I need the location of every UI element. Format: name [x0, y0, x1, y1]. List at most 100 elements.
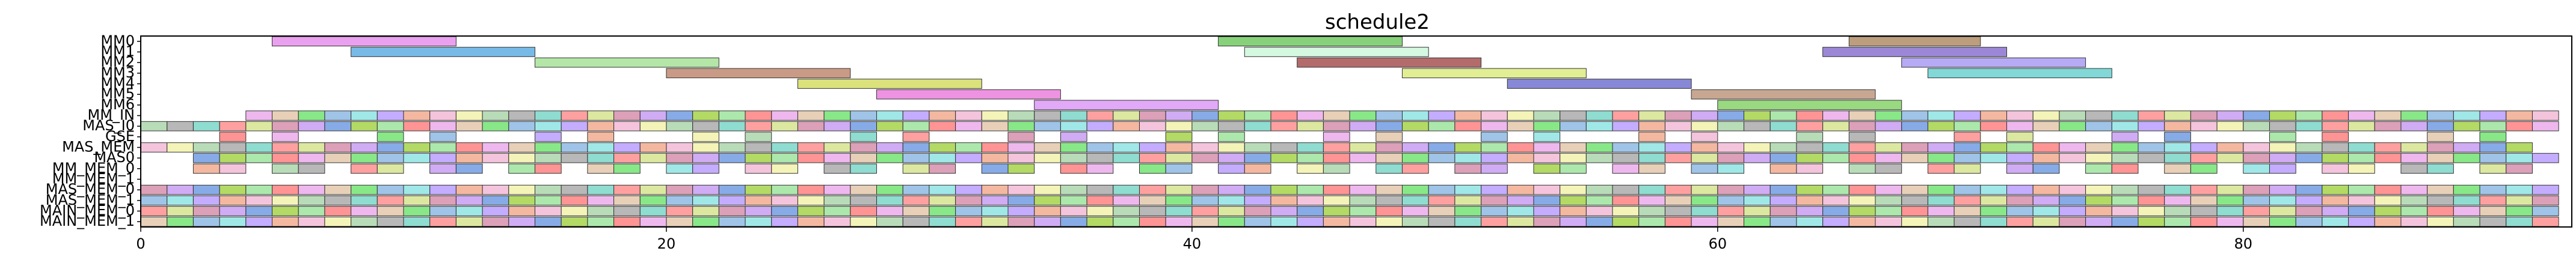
task-bar: [2479, 121, 2507, 132]
task-bar: [2322, 153, 2349, 163]
task-bar: [1796, 153, 1824, 163]
task-bar: [192, 142, 220, 153]
task-bar: [140, 121, 168, 132]
task-bar: [2453, 142, 2480, 153]
task-bar: [508, 163, 535, 174]
task-bar: [981, 216, 1009, 227]
task-bar: [1954, 110, 1981, 121]
task-bar: [2400, 184, 2428, 195]
task-bar: [666, 184, 693, 195]
task-bar: [771, 153, 798, 163]
task-bar: [2269, 184, 2296, 195]
task-bar: [2269, 121, 2296, 132]
task-bar: [1139, 184, 1166, 195]
task-bar: [2400, 121, 2428, 132]
task-bar: [1848, 184, 1876, 195]
task-bar: [140, 142, 168, 153]
task-bar: [2164, 121, 2191, 132]
task-bar: [1218, 216, 1245, 227]
task-bar: [271, 142, 299, 153]
task-bar: [324, 110, 352, 121]
y-tick-label: MM_IN: [88, 107, 135, 124]
task-bar: [745, 195, 772, 206]
task-bar: [1086, 195, 1114, 206]
task-bar: [2085, 195, 2112, 206]
task-bar: [1769, 142, 1797, 153]
task-bar: [1744, 121, 1771, 132]
task-bar: [324, 153, 352, 163]
task-bar: [1796, 184, 1824, 195]
task-bar: [219, 216, 247, 227]
task-bar: [482, 195, 509, 206]
x-tick-label: 80: [2234, 235, 2253, 252]
task-bar: [1481, 195, 1508, 206]
task-bar: [1323, 163, 1350, 174]
task-bar: [1612, 206, 1640, 216]
task-bar: [403, 142, 431, 153]
task-bar: [2374, 153, 2402, 163]
task-bar: [1875, 153, 1902, 163]
x-tick-label: 0: [136, 235, 145, 252]
task-bar: [2138, 121, 2165, 132]
task-bar: [1560, 184, 1587, 195]
task-bar: [1060, 184, 1087, 195]
task-bar: [1297, 184, 1324, 195]
task-bar: [455, 184, 483, 195]
task-bar: [2216, 195, 2244, 206]
task-bar: [1454, 206, 1482, 216]
task-bar: [324, 195, 352, 206]
task-bar: [1796, 163, 1824, 174]
task-bar: [1560, 206, 1587, 216]
task-bar: [666, 153, 693, 163]
task-bar: [745, 163, 772, 174]
task-bar: [876, 110, 903, 121]
task-bar: [1323, 121, 1350, 132]
task-bar: [298, 110, 325, 121]
task-bar: [1086, 110, 1114, 121]
task-bar: [2374, 110, 2402, 121]
task-bar: [1901, 142, 1928, 153]
task-bar: [692, 142, 719, 153]
task-bar: [140, 216, 168, 227]
task-bar: [1218, 195, 1245, 206]
task-bar: [351, 195, 378, 206]
task-bar: [1060, 195, 1087, 206]
task-bar: [1560, 121, 1587, 132]
task-bar: [2243, 121, 2270, 132]
task-bar: [561, 216, 588, 227]
task-bar: [1612, 142, 1640, 153]
task-bar: [455, 163, 483, 174]
y-tick-label: MM3: [100, 64, 135, 81]
axes-frame: [140, 35, 2572, 228]
task-bar: [351, 216, 378, 227]
task-bar: [2006, 184, 2033, 195]
task-bar: [850, 216, 878, 227]
task-bar: [1769, 110, 1797, 121]
task-bar: [771, 195, 798, 206]
task-bar: [2348, 142, 2375, 153]
task-bar: [1086, 153, 1114, 163]
task-bar: [1560, 216, 1587, 227]
task-bar: [587, 132, 615, 142]
task-bar: [1349, 153, 1377, 163]
task-bar: [2059, 206, 2086, 216]
task-bar: [2374, 142, 2402, 153]
task-bar: [797, 184, 825, 195]
task-bar: [1533, 121, 1561, 132]
task-bar: [2348, 163, 2375, 174]
task-bar: [245, 195, 272, 206]
task-bar: [219, 142, 247, 153]
task-bar: [1034, 216, 1061, 227]
y-tick-label: MM2: [100, 53, 135, 70]
task-bar: [1323, 153, 1350, 163]
task-bar: [534, 184, 562, 195]
task-bar: [2111, 206, 2139, 216]
task-bar: [1349, 142, 1377, 153]
task-bar: [1638, 184, 1665, 195]
task-bar: [2427, 142, 2454, 153]
task-bar: [823, 163, 851, 174]
task-bar: [2164, 206, 2191, 216]
task-bar: [1507, 110, 1534, 121]
task-bar: [1481, 132, 1508, 142]
task-bar: [876, 121, 903, 132]
